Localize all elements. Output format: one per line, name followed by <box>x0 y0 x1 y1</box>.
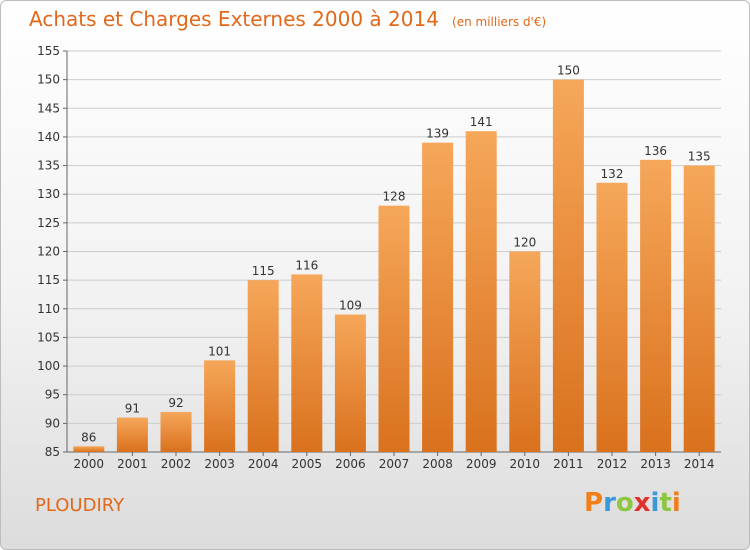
x-tick-label: 2012 <box>597 457 628 471</box>
bar <box>116 417 148 452</box>
y-tick-label: 155 <box>37 44 60 58</box>
proxiti-logo: Proxiti <box>584 488 681 518</box>
x-tick-label: 2001 <box>117 457 148 471</box>
data-label: 91 <box>125 402 140 416</box>
x-tick-label: 2005 <box>292 457 323 471</box>
logo-letter: t <box>659 488 672 518</box>
chart-title: Achats et Charges Externes 2000 à 2014 <box>29 7 439 31</box>
data-label: 116 <box>295 258 318 272</box>
y-tick-label: 135 <box>37 159 60 173</box>
data-label: 139 <box>426 127 449 141</box>
x-tick-label: 2008 <box>422 457 453 471</box>
y-tick-label: 100 <box>37 359 60 373</box>
x-tick-label: 2013 <box>640 457 671 471</box>
bar <box>640 159 672 453</box>
y-tick-label: 95 <box>45 388 60 402</box>
bar <box>552 79 584 453</box>
data-label: 132 <box>601 167 624 181</box>
y-tick-label: 120 <box>37 245 60 259</box>
logo-letter: i <box>671 488 681 518</box>
y-tick-label: 145 <box>37 101 60 115</box>
bar <box>247 280 279 452</box>
data-label: 150 <box>557 64 580 78</box>
y-tick-label: 110 <box>37 302 60 316</box>
y-tick-label: 150 <box>37 73 60 87</box>
y-tick-label: 105 <box>37 330 60 344</box>
logo-letter: r <box>603 488 616 518</box>
data-label: 128 <box>383 190 406 204</box>
title-row: Achats et Charges Externes 2000 à 2014 (… <box>29 7 546 31</box>
x-tick-label: 2010 <box>510 457 541 471</box>
bar <box>422 142 454 452</box>
y-tick-label: 90 <box>45 416 60 430</box>
y-tick-label: 115 <box>37 273 60 287</box>
data-label: 136 <box>644 144 667 158</box>
bar <box>683 165 715 453</box>
data-label: 92 <box>168 396 183 410</box>
bar <box>509 251 541 452</box>
y-tick-label: 130 <box>37 187 60 201</box>
bar <box>596 182 628 452</box>
x-tick-label: 2002 <box>161 457 192 471</box>
data-label: 120 <box>513 236 536 250</box>
logo-letter: x <box>633 488 651 518</box>
x-tick-label: 2011 <box>553 457 584 471</box>
x-tick-label: 2004 <box>248 457 279 471</box>
chart-subtitle: (en milliers d'€) <box>452 15 547 29</box>
logo-letter: i <box>650 488 660 518</box>
data-label: 101 <box>208 344 231 358</box>
bar <box>465 131 497 452</box>
x-tick-label: 2009 <box>466 457 497 471</box>
logo-letter: P <box>584 488 604 518</box>
y-tick-label: 140 <box>37 130 60 144</box>
y-tick-label: 125 <box>37 216 60 230</box>
data-label: 135 <box>688 150 711 164</box>
bar <box>204 360 236 452</box>
data-label: 141 <box>470 115 493 129</box>
data-label: 115 <box>252 264 275 278</box>
x-tick-label: 2014 <box>684 457 715 471</box>
bar <box>291 274 323 452</box>
bar <box>334 314 366 452</box>
bar <box>378 205 410 452</box>
x-tick-label: 2003 <box>204 457 235 471</box>
x-tick-label: 2007 <box>379 457 410 471</box>
x-tick-label: 2006 <box>335 457 366 471</box>
bar <box>160 411 192 452</box>
y-tick-label: 85 <box>45 445 60 459</box>
data-label: 86 <box>81 430 96 444</box>
bar <box>73 446 105 452</box>
place-label: PLOUDIRY <box>35 495 125 516</box>
data-label: 109 <box>339 299 362 313</box>
x-tick-label: 2000 <box>74 457 105 471</box>
logo-letter: o <box>615 488 634 518</box>
